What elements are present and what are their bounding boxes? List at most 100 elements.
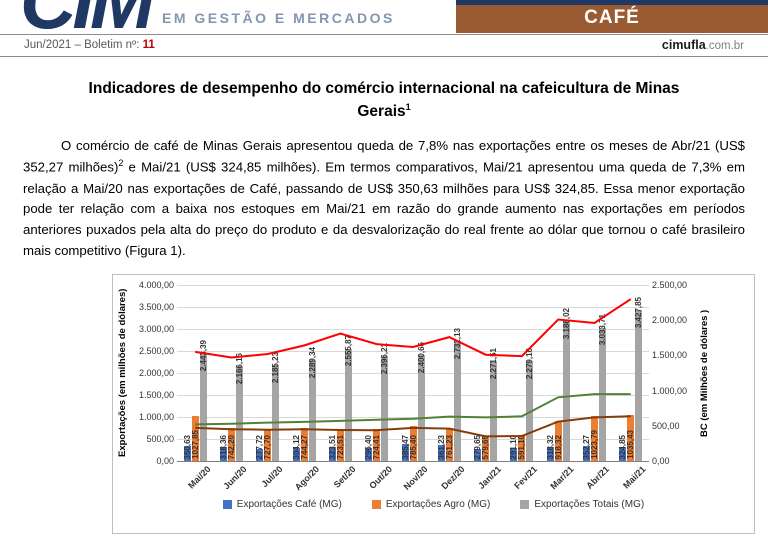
bar-data-label: 3.033,71: [598, 314, 607, 346]
bar-agro: [554, 420, 562, 462]
rule-bottom: [0, 56, 768, 57]
chart-legend: Exportações Café (MG) Exportações Agro (M…: [117, 499, 750, 510]
bar-data-label: 918,32: [553, 434, 563, 460]
bar-data-label: 742,20: [227, 434, 236, 460]
logo-tagline: EM GESTÃO E MERCADOS: [162, 10, 395, 26]
site-domain: .com.br: [705, 40, 744, 52]
paragraph-part1: O comércio de café de Minas Gerais apres…: [23, 137, 745, 175]
bar-agro: [191, 415, 199, 462]
right-axis-tick: 1.000,00: [652, 385, 688, 396]
bar-data-label: 2.289,34: [307, 347, 317, 379]
bar-data-label: 2.166,16: [235, 352, 244, 384]
bar-cafe: [256, 448, 264, 462]
right-axis-title: BC (em Milhões de dólares ): [699, 309, 710, 437]
issue-number: 11: [142, 39, 155, 51]
bar-data-label: 2.271,51: [489, 348, 499, 380]
gridline: [177, 351, 649, 353]
bar-agro: [336, 429, 344, 462]
bar-data-label: 1027,85: [190, 430, 200, 460]
left-axis-tick: 0,00: [156, 456, 174, 467]
bar-agro: [373, 429, 381, 462]
left-axis-tick: 3.000,00: [138, 324, 174, 335]
left-axis-tick: 2.500,00: [138, 346, 174, 357]
bar-agro: [445, 427, 453, 462]
left-axis-tick: 1.000,00: [138, 412, 174, 423]
bar-totais: [635, 310, 643, 462]
bar-agro: [591, 416, 598, 462]
bar-data-label: 2.396,21: [380, 342, 390, 374]
bar-cafe: [437, 445, 445, 462]
x-axis-label: Jul/20: [259, 464, 285, 490]
right-axis-tick: 1.500,00: [652, 350, 688, 361]
plot-area: 350,63 1027,85 2.443,39 318,36 742,20 2.166,1…: [177, 285, 649, 463]
page-title-text: Indicadores de desempenho do comércio in…: [88, 80, 680, 121]
gridline: [177, 373, 649, 375]
page-header: CIM EM GESTÃO E MERCADOS: [0, 0, 768, 34]
left-axis-tick: 1.500,00: [138, 390, 174, 401]
bar-data-label: 591,10: [517, 434, 527, 460]
x-axis-label: Abr/21: [584, 464, 612, 491]
meta-row: Jun/2021 – Boletim nº: 11 cimufla.com.br: [0, 35, 768, 56]
bar-cafe: [328, 446, 336, 462]
paragraph-footnote-marker: 2: [118, 158, 124, 169]
banner-top-bar: [456, 0, 768, 5]
bar-data-label: 2.732,13: [452, 327, 462, 359]
x-axis-label: Mar/21: [548, 464, 576, 492]
right-axis-tick: 500,00: [652, 420, 680, 431]
bar-agro: [518, 435, 526, 462]
x-axis-label: Mai/21: [621, 464, 648, 491]
right-axis-tick: 2.000,00: [652, 315, 688, 326]
bar-cafe: [619, 446, 627, 462]
x-axis-label: Mai/20: [185, 464, 213, 491]
bar-cafe: [474, 448, 482, 462]
bar-agro: [482, 435, 490, 462]
bar-data-label: 2.400,66: [416, 342, 426, 374]
x-axis-label: Out/20: [366, 464, 394, 491]
issue-prefix: Jun/2021 – Boletim nº:: [24, 39, 143, 51]
legend-item: Exportações Totais (MG): [520, 499, 644, 510]
bar-data-label: 579,65: [481, 434, 491, 460]
bar-agro: [228, 428, 235, 462]
gridline: [177, 329, 649, 331]
rule-top: [0, 34, 768, 35]
body-paragraph: O comércio de café de Minas Gerais apres…: [23, 136, 745, 263]
bar-cafe: [292, 447, 300, 462]
legend-label: Exportações Totais (MG): [534, 499, 645, 511]
issue-label: Jun/2021 – Boletim nº: 11: [24, 39, 155, 51]
legend-item: Exportações Café (MG): [222, 499, 342, 511]
site-link[interactable]: cimufla.com.br: [662, 38, 744, 52]
legend-swatch: [371, 500, 381, 510]
bar-data-label: 2.555,87: [343, 335, 353, 367]
bar-cafe: [583, 445, 590, 462]
gridline: [177, 395, 649, 397]
bar-cafe: [220, 447, 227, 462]
legend-swatch: [222, 500, 232, 510]
left-axis-tick: 500,00: [146, 434, 174, 445]
gridline: [177, 417, 649, 419]
bar-data-label: 727,70: [263, 434, 273, 460]
bar-data-label: 761,23: [444, 434, 454, 460]
left-axis-ticks: 4.000,00 3.500,00 3.000,00 2.500,00 2.000,00…: [131, 280, 177, 466]
bar-cafe: [401, 444, 409, 462]
bar-totais: [562, 320, 570, 462]
x-axis-label: Dez/20: [439, 464, 467, 492]
bar-agro: [627, 415, 635, 462]
right-axis-tick: 2.500,00: [652, 280, 688, 291]
legend-label: Exportações Café (MG): [236, 499, 342, 511]
x-axis-label: Fev/21: [512, 464, 539, 491]
left-axis-tick: 3.500,00: [138, 302, 174, 313]
x-axis-label: Jun/20: [221, 464, 249, 492]
legend-label: Exportações Agro (MG): [385, 499, 491, 511]
bar-cafe: [546, 447, 554, 462]
bar-agro: [409, 426, 417, 462]
chart: Exportações (em milhões de dólares) 4.00…: [117, 280, 750, 466]
bar-data-label: 2.185,23: [271, 351, 281, 383]
bar-data-label: 724,41: [372, 434, 382, 460]
right-axis-ticks: 2.500,00 2.000,00 1.500,00 1.000,00 500,00 0,…: [649, 280, 699, 466]
bar-totais: [599, 327, 606, 462]
gridline: [177, 461, 649, 463]
bar-data-label: 723,51: [335, 434, 345, 460]
legend-swatch: [520, 500, 530, 510]
left-axis-title: Exportações (em milhões de dólares): [117, 288, 128, 458]
